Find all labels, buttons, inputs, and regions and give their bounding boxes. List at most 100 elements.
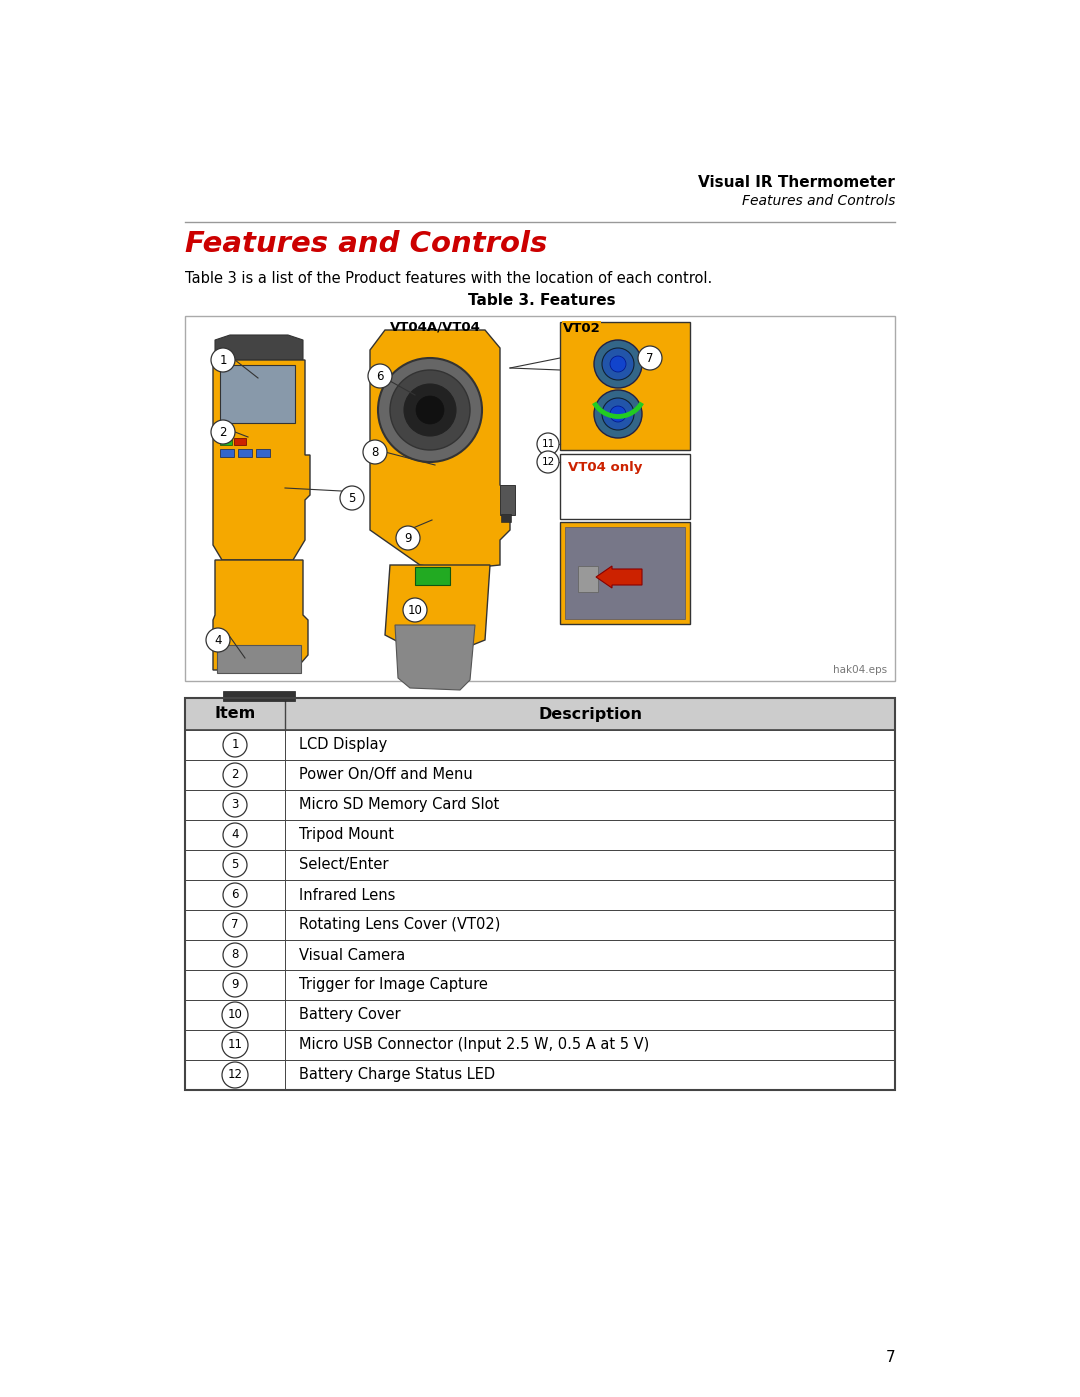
Bar bbox=[185, 731, 895, 760]
Text: Tripod Mount: Tripod Mount bbox=[299, 827, 394, 842]
Circle shape bbox=[537, 451, 559, 474]
Circle shape bbox=[222, 763, 247, 787]
Text: Visual IR Thermometer: Visual IR Thermometer bbox=[698, 175, 895, 190]
Circle shape bbox=[404, 384, 456, 436]
Text: hak04.eps: hak04.eps bbox=[833, 665, 887, 675]
Circle shape bbox=[222, 793, 247, 817]
Circle shape bbox=[206, 629, 230, 652]
Circle shape bbox=[222, 823, 247, 847]
Polygon shape bbox=[370, 330, 510, 570]
Text: 9: 9 bbox=[404, 531, 411, 545]
Circle shape bbox=[594, 390, 642, 439]
Text: Micro SD Memory Card Slot: Micro SD Memory Card Slot bbox=[299, 798, 499, 813]
Text: Table 3. Features: Table 3. Features bbox=[469, 293, 616, 307]
Bar bbox=[238, 448, 252, 457]
Bar bbox=[185, 760, 895, 789]
Text: Select/Enter: Select/Enter bbox=[299, 858, 389, 873]
Text: 12: 12 bbox=[541, 457, 555, 467]
Text: 10: 10 bbox=[407, 604, 422, 616]
Text: 4: 4 bbox=[214, 633, 221, 647]
Circle shape bbox=[222, 854, 247, 877]
Text: 5: 5 bbox=[349, 492, 355, 504]
Text: 11: 11 bbox=[541, 439, 555, 448]
Circle shape bbox=[211, 348, 235, 372]
Circle shape bbox=[610, 356, 626, 372]
Text: Micro USB Connector (Input 2.5 W, 0.5 A at 5 V): Micro USB Connector (Input 2.5 W, 0.5 A … bbox=[299, 1038, 649, 1052]
Text: 2: 2 bbox=[219, 426, 227, 439]
Text: 7: 7 bbox=[646, 352, 653, 365]
Bar bbox=[501, 514, 511, 522]
Bar bbox=[185, 789, 895, 820]
Bar bbox=[185, 880, 895, 909]
Circle shape bbox=[222, 1032, 248, 1058]
Bar bbox=[256, 448, 270, 457]
Bar bbox=[185, 940, 895, 970]
Text: 8: 8 bbox=[372, 446, 379, 458]
Text: 8: 8 bbox=[231, 949, 239, 961]
Circle shape bbox=[222, 972, 247, 997]
Bar bbox=[222, 692, 295, 701]
Text: Rotating Lens Cover (VT02): Rotating Lens Cover (VT02) bbox=[299, 918, 500, 933]
Bar bbox=[185, 970, 895, 1000]
Polygon shape bbox=[213, 360, 310, 560]
Circle shape bbox=[638, 346, 662, 370]
Polygon shape bbox=[213, 560, 308, 671]
Bar bbox=[500, 485, 515, 515]
Text: LCD Display: LCD Display bbox=[299, 738, 388, 753]
Bar bbox=[234, 439, 246, 446]
Text: 6: 6 bbox=[376, 369, 383, 383]
FancyArrow shape bbox=[596, 566, 642, 588]
Text: Table 3 is a list of the Product features with the location of each control.: Table 3 is a list of the Product feature… bbox=[185, 271, 712, 286]
Circle shape bbox=[396, 527, 420, 550]
Circle shape bbox=[222, 1002, 248, 1028]
Bar bbox=[185, 820, 895, 849]
Circle shape bbox=[537, 433, 559, 455]
Bar bbox=[185, 1030, 895, 1060]
Text: 7: 7 bbox=[886, 1350, 895, 1365]
Polygon shape bbox=[215, 335, 303, 360]
Bar bbox=[217, 645, 301, 673]
Circle shape bbox=[368, 365, 392, 388]
Text: VT04 only: VT04 only bbox=[568, 461, 643, 474]
Bar bbox=[185, 1000, 895, 1030]
Text: Battery Charge Status LED: Battery Charge Status LED bbox=[299, 1067, 495, 1083]
Bar bbox=[578, 566, 598, 592]
Circle shape bbox=[222, 1062, 248, 1088]
Text: 12: 12 bbox=[228, 1069, 243, 1081]
Polygon shape bbox=[395, 624, 475, 690]
Polygon shape bbox=[384, 564, 490, 650]
Bar bbox=[220, 439, 232, 446]
Text: 2: 2 bbox=[231, 768, 239, 781]
Text: 3: 3 bbox=[231, 799, 239, 812]
Text: VT02: VT02 bbox=[563, 323, 598, 337]
Text: Infrared Lens: Infrared Lens bbox=[299, 887, 395, 902]
Circle shape bbox=[222, 914, 247, 937]
Bar bbox=[185, 698, 895, 1090]
Bar bbox=[565, 527, 685, 619]
Text: 10: 10 bbox=[228, 1009, 242, 1021]
Bar bbox=[561, 454, 690, 520]
Text: Visual Camera: Visual Camera bbox=[299, 947, 405, 963]
Bar bbox=[185, 698, 895, 731]
Bar bbox=[220, 365, 295, 423]
Text: Item: Item bbox=[214, 707, 256, 721]
Bar bbox=[220, 448, 234, 457]
Bar bbox=[185, 1060, 895, 1090]
Text: Trigger for Image Capture: Trigger for Image Capture bbox=[299, 978, 488, 992]
Bar bbox=[185, 849, 895, 880]
Circle shape bbox=[390, 370, 470, 450]
Text: 1: 1 bbox=[231, 739, 239, 752]
Text: 7: 7 bbox=[231, 918, 239, 932]
Bar bbox=[561, 321, 690, 450]
Circle shape bbox=[602, 398, 634, 430]
Text: 5: 5 bbox=[231, 859, 239, 872]
Circle shape bbox=[403, 598, 427, 622]
Text: VT02: VT02 bbox=[563, 321, 600, 335]
Circle shape bbox=[222, 943, 247, 967]
Bar bbox=[185, 909, 895, 940]
Text: Features and Controls: Features and Controls bbox=[742, 194, 895, 208]
Bar bbox=[185, 316, 895, 680]
Bar bbox=[415, 567, 450, 585]
Text: Description: Description bbox=[538, 707, 642, 721]
Circle shape bbox=[602, 348, 634, 380]
